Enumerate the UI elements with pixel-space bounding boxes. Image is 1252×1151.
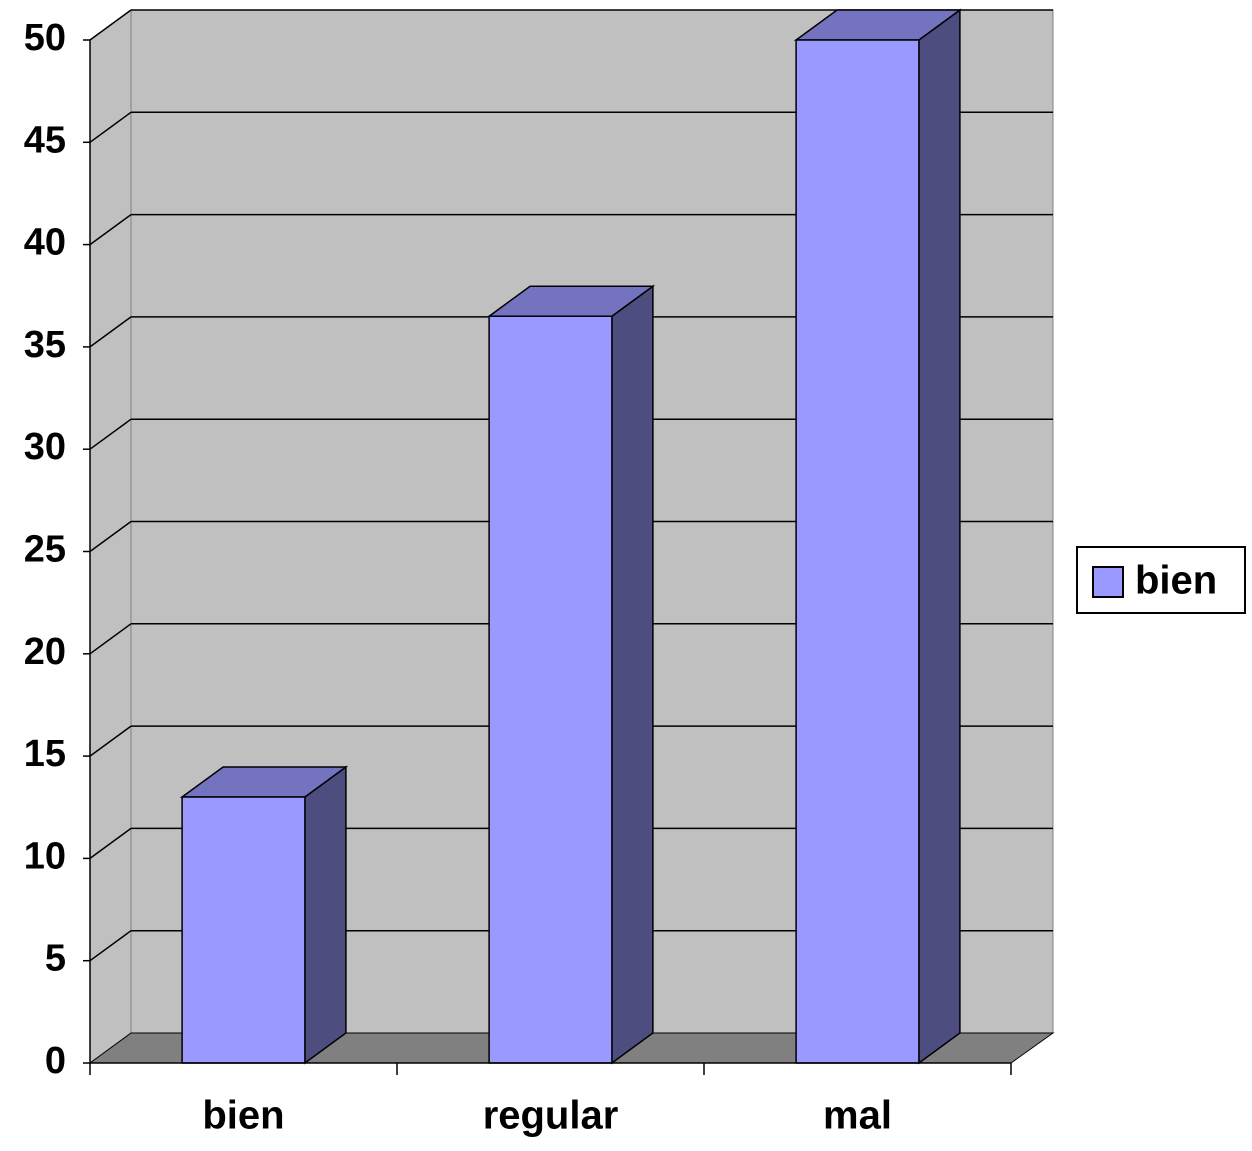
- x-tick-label: bien: [202, 1094, 284, 1138]
- bar-side: [918, 8, 961, 1065]
- grid-line: [89, 725, 132, 757]
- x-tick-label: regular: [483, 1094, 619, 1138]
- grid-line: [89, 213, 132, 246]
- legend-swatch: [1092, 566, 1124, 598]
- grid-line: [89, 520, 132, 553]
- grid-line: [89, 827, 132, 860]
- bar: [181, 796, 306, 1064]
- y-tick-label: 40: [24, 222, 66, 264]
- bar-side: [304, 765, 347, 1065]
- y-tick-label: 45: [24, 119, 66, 161]
- grid-line: [89, 930, 132, 962]
- grid-line: [89, 111, 132, 143]
- y-tick-label: 15: [24, 733, 66, 775]
- y-tick-label: 20: [24, 631, 66, 673]
- y-tick-label: 5: [45, 938, 66, 980]
- bar-side: [611, 284, 654, 1065]
- bar: [488, 315, 613, 1064]
- grid-line: [89, 9, 132, 41]
- grid-line: [89, 418, 132, 450]
- x-tick-label: mal: [823, 1094, 892, 1138]
- grid-line: [89, 623, 132, 655]
- legend-label: bien: [1135, 559, 1217, 603]
- y-tick-label: 30: [24, 426, 66, 468]
- bar: [795, 39, 920, 1064]
- y-tick-label: 50: [24, 17, 66, 59]
- y-tick-label: 0: [45, 1040, 66, 1082]
- legend: bien: [1092, 559, 1217, 603]
- bars: [179, 8, 963, 1065]
- grid-line: [89, 316, 132, 348]
- y-tick-label: 10: [24, 835, 66, 877]
- axes: 0 5 10 15 20 25 30 35 40 45 50 bien regular mal: [24, 17, 1012, 1138]
- y-tick-label: 35: [24, 324, 66, 366]
- y-tick-label: 25: [24, 529, 66, 571]
